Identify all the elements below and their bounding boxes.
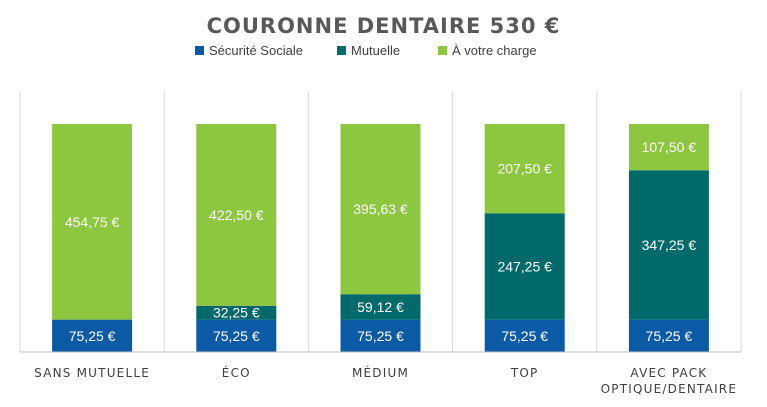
chart-title: COURONNE DENTAIRE 530 € [207, 14, 561, 38]
bar-a-votre-charge [484, 124, 565, 214]
bar-securite-sociale [628, 319, 709, 352]
data-label: 395,63 € [353, 201, 408, 217]
data-label: 207,50 € [497, 161, 552, 177]
x-axis: SANS MUTUELLE ÉCO MÉDIUM TOP AVEC PACK OPTIQU… [20, 351, 741, 396]
bar-securite-sociale [52, 319, 133, 352]
category-label: ÉCO [222, 365, 251, 380]
bar-securite-sociale [340, 319, 421, 352]
bar-mutuelle [340, 294, 421, 320]
category-label: TOP [510, 366, 539, 380]
category-dividers [19, 91, 742, 352]
bar-mutuelle [484, 213, 565, 320]
category-label: MÉDIUM [352, 365, 409, 380]
category-label: OPTIQUE/DENTAIRE [601, 382, 737, 396]
data-label: 75,25 € [646, 328, 693, 344]
bar-a-votre-charge [340, 124, 421, 295]
legend-item-mutuelle: Mutuelle [337, 43, 400, 58]
legend-swatch [195, 46, 204, 55]
data-label: 32,25 € [213, 305, 260, 321]
legend: Sécurité Sociale Mutuelle À votre charge [195, 43, 537, 58]
bar-securite-sociale [196, 319, 277, 352]
category-label: AVEC PACK [630, 366, 707, 380]
data-label: 75,25 € [69, 328, 116, 344]
legend-swatch [438, 46, 447, 55]
legend-swatch [337, 46, 346, 55]
legend-item-securite-sociale: Sécurité Sociale [195, 43, 303, 58]
bar-mutuelle [196, 305, 277, 320]
bar-mutuelle [628, 170, 709, 320]
legend-label: Sécurité Sociale [209, 43, 303, 58]
data-label: 59,12 € [357, 299, 404, 315]
data-label: 347,25 € [642, 237, 697, 253]
bars [52, 124, 709, 352]
bar-a-votre-charge [196, 124, 277, 306]
legend-label: À votre charge [452, 43, 537, 58]
legend-label: Mutuelle [351, 43, 400, 58]
legend-item-a-votre-charge: À votre charge [438, 43, 537, 58]
bar-a-votre-charge [628, 124, 709, 171]
data-label: 75,25 € [213, 328, 260, 344]
category-label: SANS MUTUELLE [34, 366, 150, 380]
bar-a-votre-charge [52, 124, 133, 320]
data-label: 454,75 € [65, 214, 120, 230]
bar-securite-sociale [484, 319, 565, 352]
data-label: 75,25 € [501, 328, 548, 344]
data-labels: 75,25 € 454,75 € 75,25 € 32,25 € 422,50 € 75,… [65, 139, 697, 344]
data-label: 107,50 € [642, 139, 697, 155]
data-label: 247,25 € [497, 258, 552, 274]
data-label: 422,50 € [209, 207, 264, 223]
data-label: 75,25 € [357, 328, 404, 344]
